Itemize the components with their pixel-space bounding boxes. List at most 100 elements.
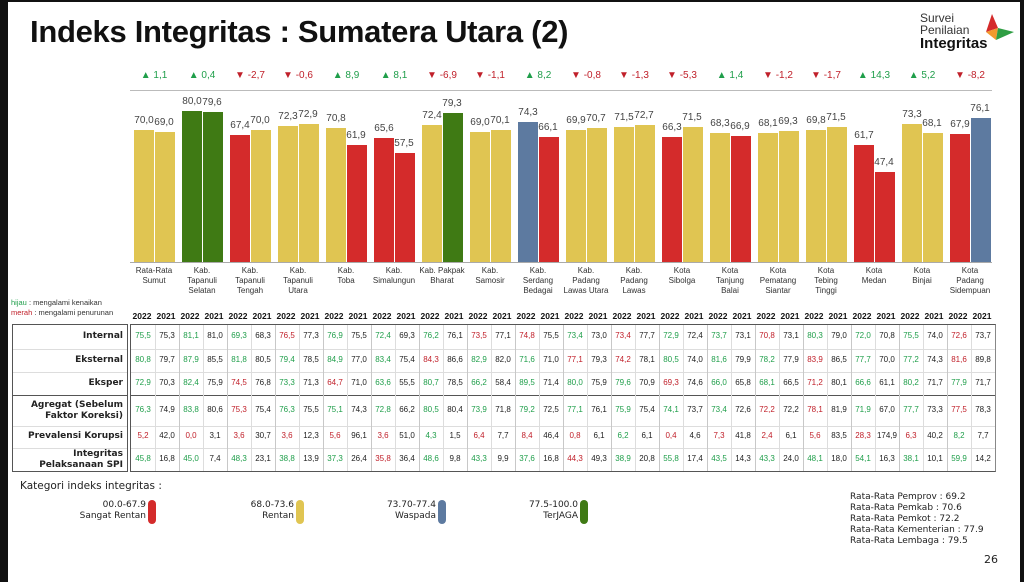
table-cell: 73,3 bbox=[279, 377, 295, 387]
table-cell: 83,5 bbox=[831, 431, 847, 440]
bar-value-label: 68,3 bbox=[710, 117, 730, 129]
table-cell: 46,4 bbox=[543, 431, 559, 440]
table-cell: 36,4 bbox=[399, 453, 415, 463]
table-cell: 71,4 bbox=[543, 377, 559, 387]
table-cell: 6,1 bbox=[785, 431, 797, 440]
column-divider bbox=[611, 325, 612, 471]
table-cell: 5,6 bbox=[809, 431, 821, 440]
column-divider bbox=[899, 325, 900, 471]
bar-value-label: 70,0 bbox=[250, 114, 270, 126]
table-cell: 77,5 bbox=[951, 404, 967, 414]
table-cell: 73,7 bbox=[687, 404, 703, 414]
average-kementerian: Rata-Rata Kementerian : 77.9 bbox=[850, 525, 984, 535]
year-header-2021: 2021 bbox=[204, 311, 224, 321]
column-divider bbox=[155, 325, 156, 471]
bar-value-label: 57,5 bbox=[394, 138, 414, 150]
logo-line-3: Integritas bbox=[920, 35, 988, 52]
bar-2022 bbox=[230, 134, 250, 262]
row-divider bbox=[13, 426, 127, 427]
table-cell: 63,6 bbox=[375, 377, 391, 387]
bar-value-label: 70,1 bbox=[490, 114, 510, 126]
table-cell: 77,7 bbox=[639, 331, 655, 340]
column-divider bbox=[419, 325, 420, 471]
table-cell: 81,8 bbox=[231, 354, 247, 364]
table-cell: 40,2 bbox=[927, 431, 943, 440]
table-cell: 84,9 bbox=[327, 354, 343, 364]
table-cell: 2,4 bbox=[761, 431, 773, 440]
row-divider bbox=[13, 372, 127, 373]
table-cell: 75,4 bbox=[639, 404, 655, 414]
column-divider bbox=[803, 325, 804, 471]
year-header-2022: 2022 bbox=[468, 311, 488, 321]
row-label: Agregat (Sebelum Faktor Koreksi) bbox=[30, 399, 123, 421]
table-cell: 6,1 bbox=[593, 431, 605, 440]
bar-value-label: 72,9 bbox=[298, 109, 318, 121]
table-cell: 79,4 bbox=[279, 354, 295, 364]
table-cell: 71,0 bbox=[351, 377, 367, 387]
page-title: Indeks Integritas : Sumatera Utara (2) bbox=[30, 14, 569, 49]
table-cell: 7,7 bbox=[497, 431, 509, 440]
category-color-swatch bbox=[580, 500, 588, 524]
table-cell: 61,1 bbox=[879, 377, 895, 387]
column-divider bbox=[515, 325, 516, 471]
bar-value-label: 79,3 bbox=[442, 97, 462, 109]
table-cell: 82,0 bbox=[495, 354, 511, 364]
bar-2021 bbox=[154, 131, 175, 262]
year-header-2021: 2021 bbox=[684, 311, 704, 321]
table-cell: 51,0 bbox=[399, 431, 415, 440]
table-cell: 49,3 bbox=[591, 453, 607, 463]
change-label: ▼ -1,7 bbox=[811, 70, 841, 81]
table-cell: 75,3 bbox=[159, 331, 175, 340]
table-cell: 44,3 bbox=[567, 453, 583, 463]
table-cell: 13,9 bbox=[303, 453, 319, 463]
table-cell: 78,2 bbox=[759, 354, 775, 364]
table-cell: 74,1 bbox=[663, 404, 679, 414]
table-cell: 74,8 bbox=[519, 331, 535, 340]
table-cell: 80,5 bbox=[255, 354, 271, 364]
table-cell: 6,2 bbox=[617, 431, 629, 440]
bar-2021 bbox=[586, 128, 607, 262]
bar-value-label: 67,9 bbox=[950, 118, 970, 130]
table-cell: 84,3 bbox=[423, 354, 439, 364]
year-header-2022: 2022 bbox=[708, 311, 728, 321]
table-cell: 76,8 bbox=[255, 377, 271, 387]
bar-value-label: 70,8 bbox=[326, 113, 346, 125]
table-cell: 72,5 bbox=[543, 404, 559, 414]
category-label: Kab. Samosir bbox=[475, 266, 505, 285]
row-divider bbox=[13, 349, 127, 350]
year-header-2021: 2021 bbox=[924, 311, 944, 321]
year-header-2021: 2021 bbox=[396, 311, 416, 321]
column-divider bbox=[971, 325, 972, 471]
table-cell: 83,9 bbox=[807, 354, 823, 364]
change-label: ▲ 8,1 bbox=[380, 70, 408, 81]
table-cell: 43,5 bbox=[711, 453, 727, 463]
table-cell: 77,7 bbox=[903, 404, 919, 414]
table-cell: 71,6 bbox=[519, 354, 535, 364]
category-range: 68.0-73.6 bbox=[250, 500, 294, 510]
table-cell: 66,5 bbox=[783, 377, 799, 387]
column-divider bbox=[203, 325, 204, 471]
column-divider bbox=[563, 325, 564, 471]
category-color-swatch bbox=[438, 500, 446, 524]
table-cell: 81,9 bbox=[831, 404, 847, 414]
table-cell: 86,6 bbox=[447, 354, 463, 364]
table-cell: 75,5 bbox=[903, 331, 919, 340]
bar-value-label: 70,0 bbox=[134, 114, 154, 126]
bar-value-label: 70,7 bbox=[586, 113, 606, 125]
average-lembaga: Rata-Rata Lembaga : 79.5 bbox=[850, 536, 968, 546]
table-cell: 81,0 bbox=[207, 331, 223, 340]
row-label: Integritas Pelaksanaan SPI bbox=[39, 448, 123, 470]
table-cell: 75,4 bbox=[399, 354, 415, 364]
table-cell: 85,5 bbox=[207, 354, 223, 364]
table-cell: 14,3 bbox=[735, 453, 751, 463]
bar-2022 bbox=[758, 133, 778, 262]
table-cell: 77,1 bbox=[567, 354, 583, 364]
bar-value-label: 61,7 bbox=[854, 130, 874, 142]
table-cell: 82,4 bbox=[183, 377, 199, 387]
table-cell: 78,1 bbox=[807, 404, 823, 414]
year-header-2021: 2021 bbox=[636, 311, 656, 321]
table-cell: 73,0 bbox=[591, 331, 607, 340]
row-label: Eksper bbox=[88, 377, 123, 388]
bar-value-label: 80,0 bbox=[182, 96, 202, 108]
table-cell: 73,3 bbox=[927, 404, 943, 414]
